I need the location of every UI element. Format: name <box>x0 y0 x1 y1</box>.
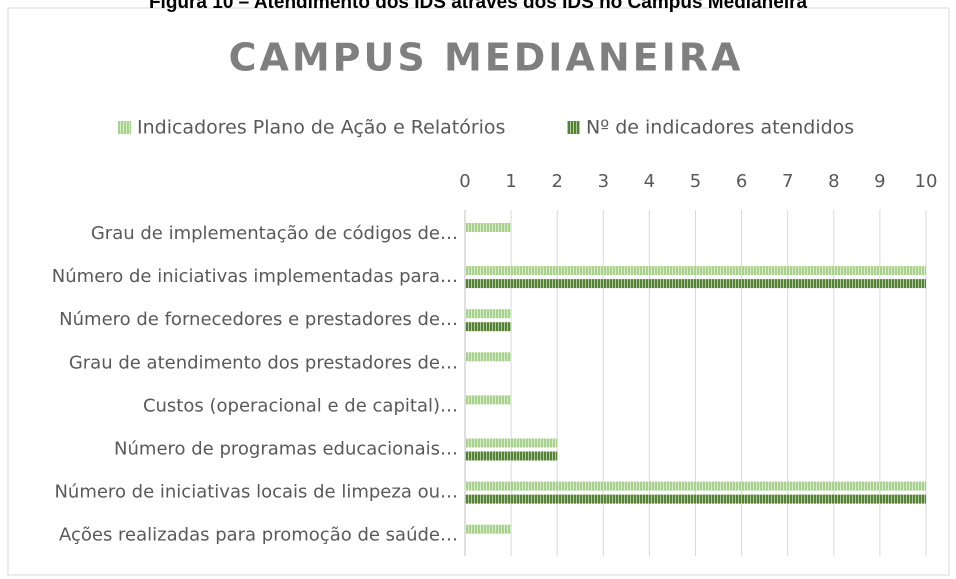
y-tick-label: Número de programas educacionais… <box>114 439 458 460</box>
y-tick-label: Número de iniciativas locais de limpeza … <box>54 482 458 503</box>
chart-title: CAMPUS MEDIANEIRA <box>229 36 744 80</box>
x-tick-label: 2 <box>551 171 562 192</box>
bar <box>465 481 926 491</box>
bar <box>465 524 512 534</box>
bar <box>465 279 926 289</box>
caption: Figura 10 – Atendimento dos IDS através … <box>149 0 808 13</box>
bar <box>465 352 512 362</box>
y-tick-label: Grau de atendimento dos prestadores de… <box>69 352 458 373</box>
x-tick-label: 9 <box>874 171 885 192</box>
y-tick-label: Grau de implementação de códigos de… <box>91 223 458 244</box>
x-tick-label: 3 <box>598 171 609 192</box>
legend-swatch <box>118 121 131 134</box>
x-tick-label: 7 <box>782 171 793 192</box>
legend-label: Indicadores Plano de Ação e Relatórios <box>137 117 505 139</box>
x-tick-label: 1 <box>505 171 516 192</box>
x-tick-label: 0 <box>459 171 470 192</box>
x-tick-label: 8 <box>828 171 839 192</box>
y-tick-label: Ações realizadas para promoção de saúde… <box>59 525 458 546</box>
y-tick-label: Número de iniciativas implementadas para… <box>52 266 458 287</box>
x-tick-label: 4 <box>644 171 655 192</box>
y-tick-label: Custos (operacional e de capital)… <box>143 395 458 416</box>
bar <box>465 223 512 232</box>
bar <box>465 266 926 276</box>
legend-swatch <box>567 121 580 134</box>
x-tick-label: 5 <box>690 171 701 192</box>
bar <box>465 494 926 504</box>
bar <box>465 451 558 461</box>
bar <box>465 395 512 405</box>
y-tick-label: Número de fornecedores e prestadores de… <box>59 309 458 330</box>
x-tick-label: 6 <box>736 171 747 192</box>
bar <box>465 438 558 448</box>
chart-border <box>7 7 950 576</box>
bar <box>465 322 512 332</box>
legend-label: Nº de indicadores atendidos <box>586 117 854 139</box>
x-tick-label: 10 <box>915 171 938 192</box>
bar <box>465 309 512 319</box>
